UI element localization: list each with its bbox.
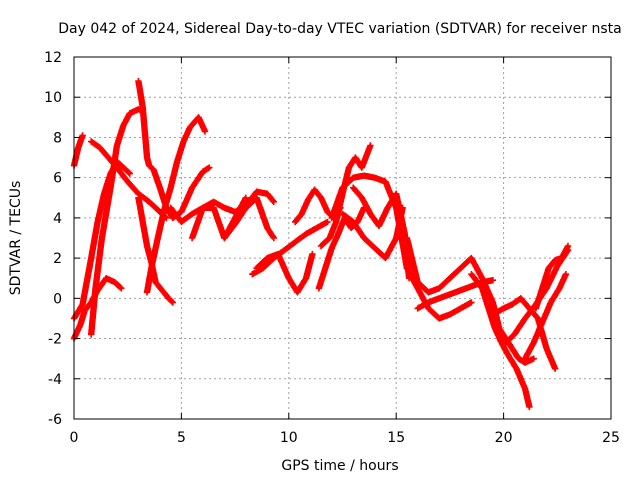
series-arc-06 (135, 77, 213, 222)
y-tick-label: 8 (53, 130, 62, 146)
x-axis-label: GPS time / hours (281, 458, 398, 474)
series-arc-21 (403, 234, 486, 296)
y-tick-label: 4 (53, 211, 62, 227)
y-tick-label: -4 (48, 372, 62, 388)
series-arc-13 (253, 250, 316, 296)
series-arc-27 (532, 242, 572, 312)
series-arc-28 (521, 271, 570, 362)
series-arc-04 (88, 106, 146, 338)
y-tick-label: -2 (48, 332, 62, 348)
x-tick-label: 5 (177, 430, 186, 446)
series-arc-11 (221, 194, 277, 242)
series-arc-05 (88, 138, 170, 222)
series-arc-23 (468, 271, 533, 411)
x-tick-label: 10 (280, 430, 298, 446)
grid (74, 57, 611, 419)
y-tick-label: -6 (48, 412, 62, 428)
y-tick-label: 10 (44, 90, 62, 106)
series-arc-20 (393, 198, 475, 322)
y-tick-label: 12 (44, 50, 62, 66)
y-axis-label: SDTVAR / TECUs (8, 181, 24, 296)
y-tick-label: 2 (53, 251, 62, 267)
x-tick-label: 15 (387, 430, 405, 446)
chart-title: Day 042 of 2024, Sidereal Day-to-day VTE… (58, 21, 621, 37)
plot-frame (73, 56, 612, 420)
series-arc-08 (143, 114, 209, 296)
x-tick-label: 20 (495, 430, 513, 446)
x-tick-label: 0 (70, 430, 79, 446)
axis-ticks: 0 5 10 15 20 25 -6 -4 -2 0 2 4 6 8 10 12 (44, 50, 620, 446)
series-arc-15 (315, 204, 368, 292)
series-arc-12 (249, 218, 331, 278)
y-tick-label: 6 (53, 171, 62, 187)
data-series (70, 77, 572, 411)
y-tick-label: 0 (53, 291, 62, 307)
series-arc-16 (317, 142, 374, 250)
x-tick-label: 25 (602, 430, 620, 446)
